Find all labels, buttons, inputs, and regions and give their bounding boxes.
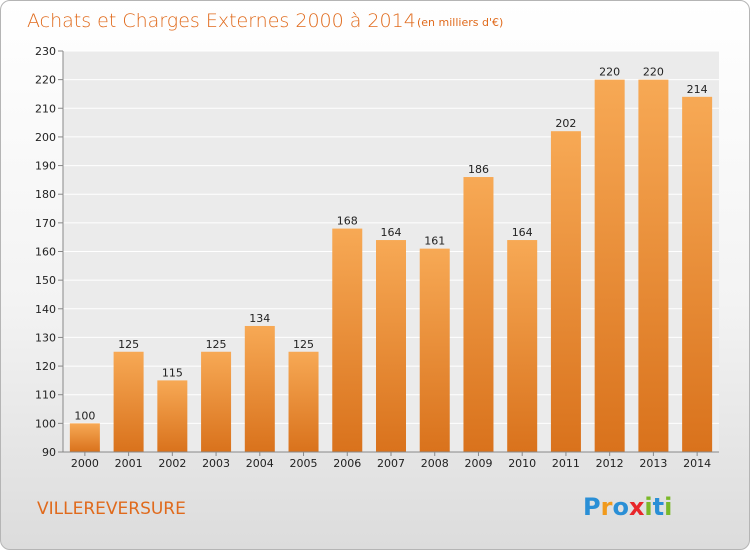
- x-tick-label: 2001: [115, 457, 143, 470]
- x-tick-label: 2006: [333, 457, 361, 470]
- x-tick-label: 2011: [552, 457, 580, 470]
- logo-letter: x: [629, 493, 645, 521]
- y-tick-label: 190: [35, 160, 56, 173]
- data-label: 220: [643, 66, 664, 79]
- data-label: 125: [293, 338, 314, 351]
- y-tick-label: 210: [35, 102, 56, 115]
- x-tick-label: 2000: [71, 457, 99, 470]
- y-tick-label: 200: [35, 131, 56, 144]
- x-tick-label: 2013: [639, 457, 667, 470]
- logo-letter: t: [653, 493, 664, 521]
- data-label: 186: [468, 163, 489, 176]
- logo-letter: i: [644, 493, 652, 521]
- bar-2002: [157, 380, 188, 452]
- x-tick-label: 2003: [202, 457, 230, 470]
- y-tick-label: 110: [35, 389, 56, 402]
- bar-2012: [594, 79, 625, 453]
- data-label: 115: [162, 366, 183, 379]
- logo-letter: i: [664, 493, 672, 521]
- bar-2004: [244, 325, 275, 452]
- proxiti-logo: Proxiti: [583, 493, 672, 521]
- y-tick-label: 180: [35, 188, 56, 201]
- bar-2005: [288, 351, 319, 452]
- bar-2000: [69, 423, 100, 452]
- bar-2008: [419, 248, 450, 452]
- data-label: 164: [512, 226, 533, 239]
- x-tick-label: 2002: [158, 457, 186, 470]
- logo-letter: P: [583, 493, 601, 521]
- x-tick-label: 2005: [290, 457, 318, 470]
- y-tick-label: 230: [35, 45, 56, 58]
- x-tick-label: 2007: [377, 457, 405, 470]
- x-tick-label: 2009: [464, 457, 492, 470]
- place-name: VILLEREVERSURE: [37, 499, 186, 519]
- x-tick-label: 2004: [246, 457, 274, 470]
- y-tick-label: 220: [35, 74, 56, 87]
- x-tick-label: 2014: [683, 457, 711, 470]
- y-tick-label: 130: [35, 331, 56, 344]
- y-tick-label: 120: [35, 360, 56, 373]
- data-label: 125: [206, 338, 227, 351]
- x-tick-label: 2008: [421, 457, 449, 470]
- data-label: 161: [424, 235, 445, 248]
- y-tick-label: 100: [35, 417, 56, 430]
- data-label: 134: [249, 312, 270, 325]
- x-tick-label: 2012: [596, 457, 624, 470]
- logo-letter: o: [612, 493, 629, 521]
- data-label: 214: [687, 83, 708, 96]
- data-label: 100: [74, 409, 95, 422]
- data-label: 220: [599, 66, 620, 79]
- data-label: 125: [118, 338, 139, 351]
- data-label: 202: [555, 117, 576, 130]
- bar-2013: [638, 79, 669, 453]
- chart-subtitle: (en milliers d'€): [417, 16, 503, 29]
- bar-2010: [507, 240, 538, 452]
- y-tick-label: 140: [35, 303, 56, 316]
- bar-2009: [463, 177, 494, 452]
- data-label: 168: [337, 215, 358, 228]
- bar-2014: [682, 96, 713, 452]
- y-tick-label: 170: [35, 217, 56, 230]
- chart-title: Achats et Charges Externes 2000 à 2014: [27, 10, 416, 32]
- x-tick-label: 2010: [508, 457, 536, 470]
- data-label: 164: [381, 226, 402, 239]
- plot-area: 90 100 110 120 130 140 150 160 170 180 190 200 210 22…: [35, 45, 719, 470]
- logo-letter: r: [601, 493, 613, 521]
- y-tick-label: 90: [42, 446, 56, 459]
- y-tick-label: 150: [35, 274, 56, 287]
- bar-2001: [113, 351, 144, 452]
- bar-2007: [376, 240, 406, 452]
- bar-2011: [550, 131, 581, 452]
- y-tick-label: 160: [35, 246, 56, 259]
- bar-2006: [332, 228, 363, 452]
- bar-2003: [201, 351, 232, 452]
